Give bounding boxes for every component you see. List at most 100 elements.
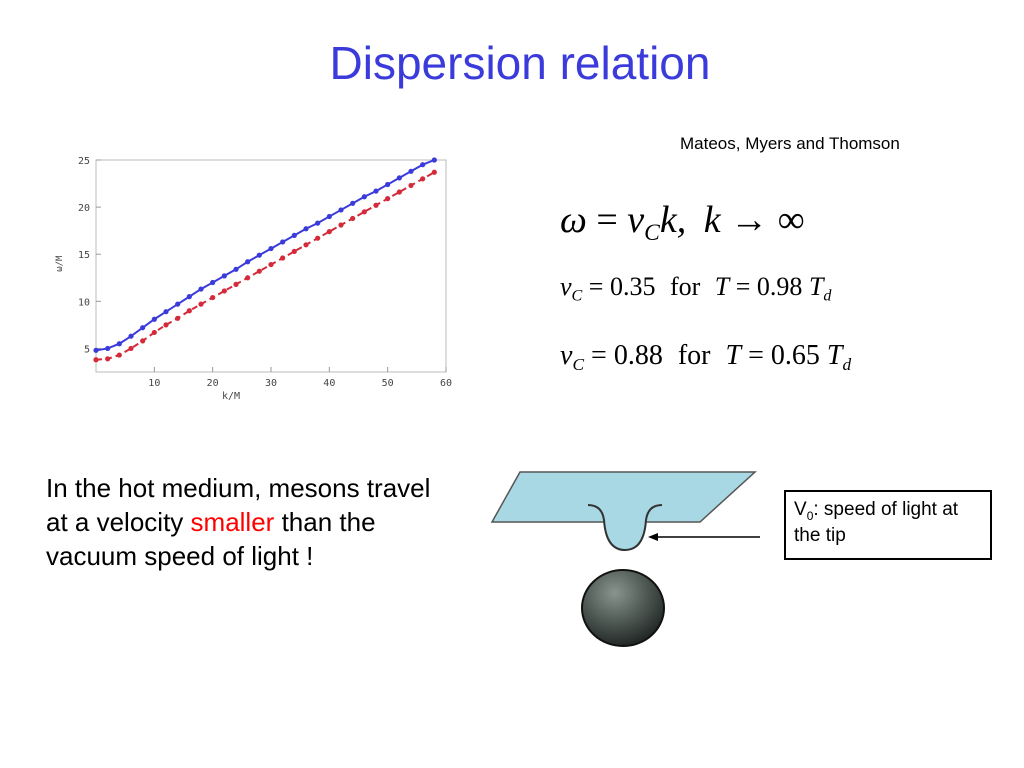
data-point-solid [315, 220, 321, 226]
eq3-value: = 0.88 [591, 340, 663, 371]
series-line-solid [95, 159, 435, 352]
data-point-solid [186, 294, 192, 300]
black-hole-ball [581, 569, 665, 647]
body-text: In the hot medium, mesons travel at a ve… [46, 472, 436, 573]
brane-tip [587, 504, 663, 552]
data-point-dashed [326, 229, 332, 235]
data-point-solid [326, 213, 332, 220]
data-point-dashed [291, 248, 297, 254]
data-point-solid [163, 309, 169, 315]
data-point-dashed [116, 352, 122, 358]
callout-prefix: V [794, 499, 807, 520]
data-point-dashed [186, 308, 192, 314]
eq1-v: v [627, 199, 645, 241]
data-point-solid [93, 347, 99, 353]
x-tick-label: 10 [148, 378, 160, 389]
data-point-solid [245, 259, 251, 265]
brane-membrane [490, 471, 757, 523]
callout-box: V0: speed of light at the tip [784, 490, 992, 560]
callout-text: : speed of light at the tip [794, 499, 959, 546]
y-axis-label: ω/M [55, 255, 65, 272]
brane-sketch [490, 471, 760, 647]
eq3-word: for [677, 340, 711, 371]
data-point-dashed [385, 196, 391, 202]
data-point-dashed [361, 209, 367, 215]
eq2-Td: T [808, 272, 824, 301]
eq1-limit-var: k [703, 199, 721, 241]
data-point-solid [151, 316, 157, 322]
eq1-limit: → ∞ [730, 199, 805, 241]
data-point-dashed [221, 288, 227, 294]
data-point-solid [303, 226, 309, 232]
chart-svg: 10 20 30 40 50 60 5 10 15 20 25 k/M ω/M [55, 156, 452, 402]
citation: Mateos, Myers and Thomson [680, 134, 900, 153]
data-point-dashed [338, 222, 344, 228]
eq1-k: k, [659, 199, 687, 241]
data-point-solid [233, 266, 239, 272]
data-point-solid [338, 207, 344, 213]
body-text-highlight: smaller [190, 506, 275, 537]
data-point-solid [373, 188, 379, 194]
x-tick-label: 20 [207, 378, 219, 389]
equation-vc-035: vC = 0.35 for T = 0.98 Td [560, 272, 831, 306]
data-point-solid [361, 194, 367, 200]
data-point-solid [396, 175, 402, 181]
x-tick-label: 60 [440, 378, 452, 389]
data-point-solid [256, 252, 262, 258]
eq2-T: T [714, 272, 730, 301]
body-text-part2: than the vacuum speed of light ! [46, 506, 376, 571]
eq2-v: v [560, 272, 572, 301]
eq3-T: T [725, 340, 742, 371]
data-point-solid [280, 239, 286, 245]
data-point-solid [385, 181, 391, 188]
data-point-solid [268, 245, 274, 252]
data-point-dashed [140, 338, 146, 344]
data-point-solid [350, 200, 356, 206]
y-tick-label: 15 [78, 250, 90, 261]
y-tick-label: 20 [78, 203, 90, 214]
data-point-dashed [128, 345, 134, 352]
data-point-dashed [210, 294, 216, 301]
data-point-dashed [373, 202, 379, 208]
data-point-dashed [198, 301, 204, 307]
body-text-part1: In the hot medium, mesons travel at a ve… [46, 473, 431, 537]
y-tick-label: 10 [78, 297, 90, 308]
data-point-solid [105, 345, 111, 352]
eq3-v-sub: C [572, 355, 585, 375]
data-point-dashed [245, 275, 251, 281]
equation-dispersion: ω = vCk, k → ∞ [560, 199, 805, 247]
series-line-dashed [95, 171, 435, 361]
data-point-dashed [408, 182, 414, 189]
data-point-dashed [105, 356, 111, 362]
equation-vc-088: vC = 0.88 for T = 0.65 Td [560, 340, 851, 375]
slide-title: Dispersion relation [329, 37, 711, 89]
eq2-v-sub: C [571, 287, 583, 305]
data-point-solid [408, 168, 414, 174]
eq2-value: = 0.35 [588, 272, 656, 301]
data-point-dashed [315, 235, 321, 241]
data-point-dashed [350, 215, 356, 222]
data-point-solid [420, 162, 426, 168]
x-tick-label: 50 [382, 378, 394, 389]
data-point-dashed [256, 268, 262, 274]
eq1-v-sub: C [644, 220, 660, 247]
data-point-solid [198, 286, 204, 292]
pointer-arrow-head [648, 533, 658, 541]
data-point-dashed [233, 281, 239, 287]
data-point-dashed [420, 176, 426, 182]
y-tick-label: 5 [84, 344, 90, 355]
x-axis-label: k/M [222, 391, 240, 402]
eq3-Td-sub: d [842, 355, 852, 375]
eq2-word: for [669, 272, 701, 301]
eq2-Td-sub: d [823, 287, 832, 305]
x-tick-label: 40 [323, 378, 335, 389]
data-point-dashed [396, 189, 402, 195]
data-point-solid [175, 301, 181, 307]
data-point-solid [291, 232, 297, 238]
data-point-solid [210, 279, 216, 286]
data-point-solid [116, 341, 122, 347]
data-point-solid [140, 325, 146, 331]
data-point-dashed [431, 169, 437, 175]
y-tick-label: 25 [78, 156, 90, 167]
data-point-dashed [280, 255, 286, 261]
